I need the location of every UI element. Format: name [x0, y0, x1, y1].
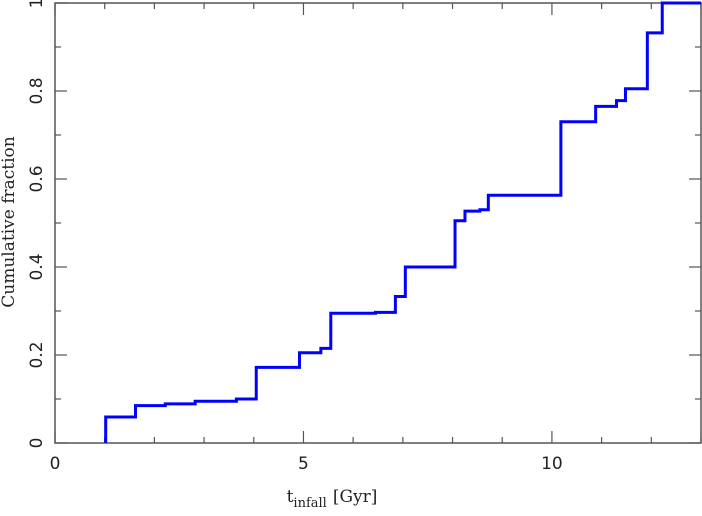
cumulative-step-line: [104, 1, 701, 443]
x-axis-label-unit: [Gyr]: [333, 487, 378, 507]
plot-border: [54, 2, 702, 444]
x-tick-label: 5: [298, 454, 309, 474]
y-tick-label: 0.6: [27, 165, 47, 192]
y-tick-label: 0.4: [27, 253, 47, 280]
major-ticks: [54, 2, 701, 444]
plot-frame: [54, 2, 702, 444]
y-tick-label: 0: [27, 438, 47, 449]
x-axis-label-main: t: [287, 487, 294, 507]
y-axis-label: Cumulative fraction: [0, 136, 19, 308]
x-axis-label: tinfall [Gyr]: [287, 487, 378, 511]
y-tick-label: 0.8: [27, 77, 47, 104]
minor-ticks: [55, 3, 702, 443]
x-tick-labels: 0 5 10: [50, 454, 563, 474]
x-axis-label-subscript: infall: [293, 496, 326, 511]
y-tick-labels: 0 0.2 0.4 0.6 0.8 1: [27, 0, 47, 448]
y-tick-label: 1: [27, 0, 47, 8]
x-tick-label: 0: [50, 454, 61, 474]
y-tick-label: 0.2: [27, 341, 47, 368]
x-tick-label: 10: [541, 454, 563, 474]
